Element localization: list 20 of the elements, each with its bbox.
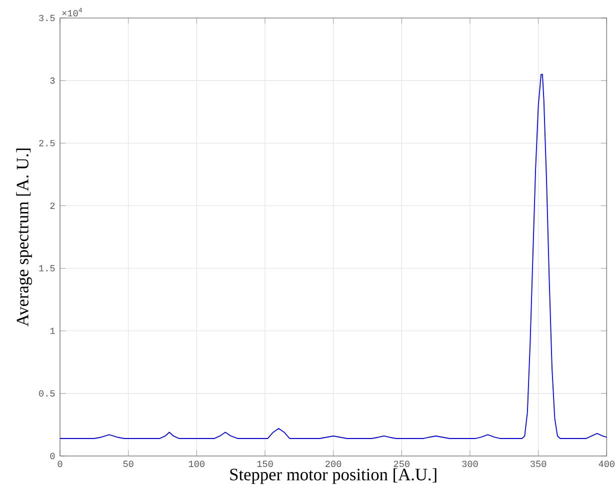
x-tick-label: 50 [123, 460, 134, 468]
y-tick-label: 0.5 [39, 390, 55, 397]
y-axis-title: Average spectrum [A. U.] [16, 148, 32, 326]
x-axis-title: Stepper motor position [A.U.] [230, 468, 436, 484]
y-tick-label: 1.5 [39, 265, 55, 272]
x-tick-label: 0 [58, 460, 62, 468]
text: ×10$^{4}$ [62, 8, 82, 16]
x-tick-label: 200 [326, 460, 342, 468]
y-tick-label: 3.5 [39, 14, 55, 22]
y-tick-label: 0 [50, 452, 55, 460]
x-tick-label: 400 [598, 460, 614, 468]
y-tick-label: 2.5 [39, 140, 55, 146]
x-tick-label: 300 [462, 460, 478, 468]
y-tick-label: 3 [50, 77, 55, 84]
x-tick-label: 100 [188, 460, 204, 468]
y-tick-label: 1 [50, 328, 55, 334]
x-tick-label: 350 [530, 460, 546, 468]
y-tick-label: 2 [50, 202, 55, 209]
x-tick-label: 150 [257, 460, 273, 468]
x-tick-label: 250 [394, 460, 410, 468]
